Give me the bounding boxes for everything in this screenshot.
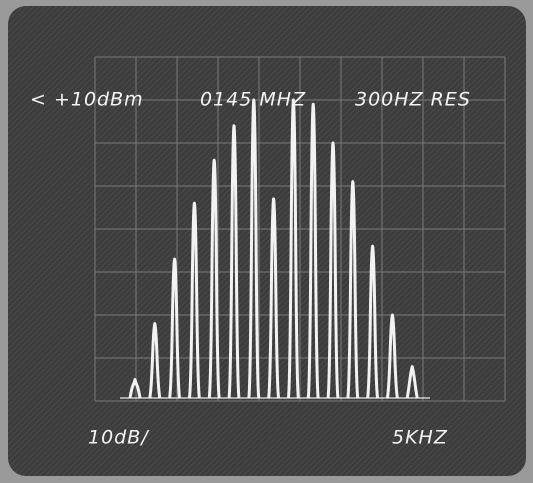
spectral-line (247, 98, 261, 399)
spectral-line (267, 197, 281, 399)
spectral-line (326, 141, 340, 399)
scale: 10dB/ (88, 427, 150, 449)
center-frequency: 0145 MHZ (200, 89, 306, 111)
spectral-line (405, 365, 419, 399)
spectral-line (187, 201, 201, 399)
trace (120, 98, 430, 399)
graticule (94, 56, 506, 402)
spectral-line (306, 102, 320, 399)
spectral-line (128, 378, 142, 399)
spectral-line (148, 322, 162, 399)
span: 5KHZ (392, 427, 448, 449)
spectral-line (286, 98, 300, 399)
spectral-line (366, 244, 380, 399)
spectral-line (168, 257, 182, 399)
reference-level: < +10dBm (30, 89, 144, 111)
spectral-line (385, 313, 399, 399)
screen-glass (8, 6, 526, 476)
spectral-line (207, 158, 221, 399)
spectral-line (346, 180, 360, 399)
resolution: 300HZ RES (355, 89, 471, 111)
spectral-line (227, 124, 241, 399)
